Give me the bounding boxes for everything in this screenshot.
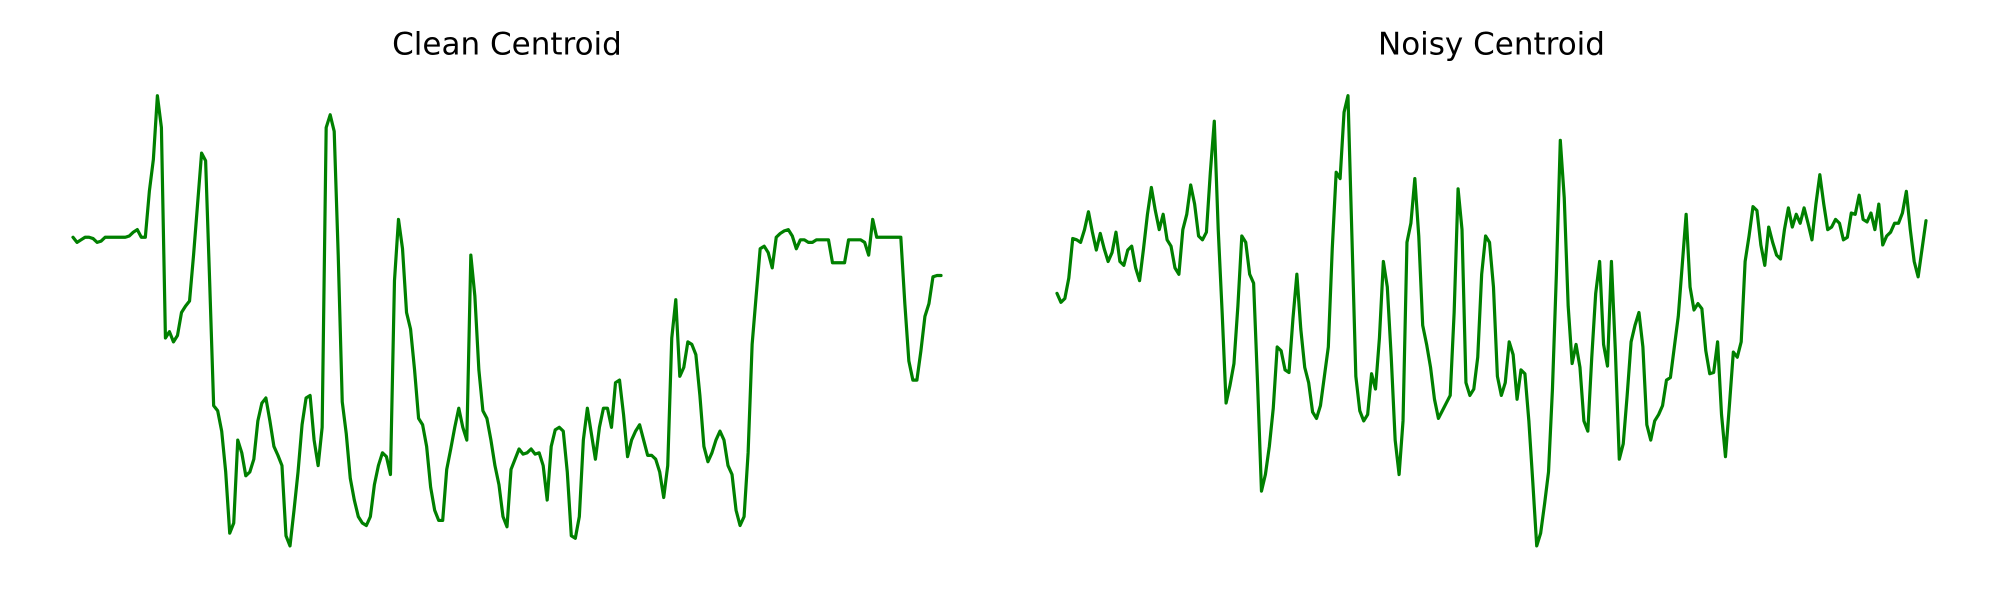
- chart-title: Clean Centroid: [392, 27, 622, 63]
- data-line: [71, 94, 943, 548]
- data-line: [1055, 94, 1928, 548]
- chart-title: Noisy Centroid: [1378, 27, 1605, 63]
